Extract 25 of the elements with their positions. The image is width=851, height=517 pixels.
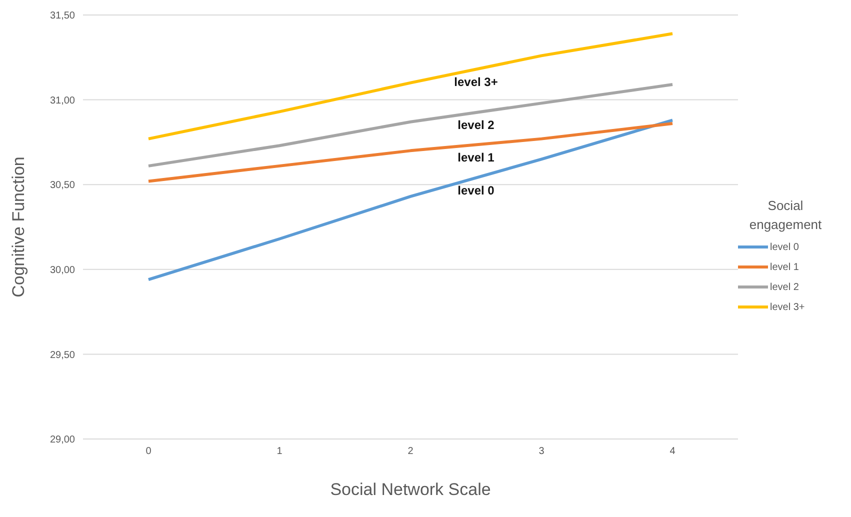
annotation: level 2 [458, 118, 495, 132]
legend-label: level 2 [770, 282, 799, 292]
y-tick-label: 30,50 [50, 180, 76, 192]
y-axis-title: Cognitive Function [9, 156, 28, 298]
legend-title: Social engagement [748, 196, 823, 234]
x-axis-title: Social Network Scale [330, 480, 491, 499]
x-tick-label: 4 [670, 446, 676, 458]
y-tick-label: 31,50 [50, 10, 76, 22]
y-tick-label: 29,00 [50, 434, 76, 446]
legend-label: level 3+ [770, 302, 805, 312]
legend-label: level 1 [770, 262, 799, 272]
x-tick-label: 1 [276, 446, 283, 458]
y-tick-label: 29,50 [50, 350, 76, 361]
annotation: level 1 [458, 150, 495, 164]
y-tick-label: 31,00 [50, 95, 76, 106]
x-tick-label: 3 [538, 446, 545, 458]
annotation: level 0 [458, 183, 495, 198]
legend-label: level 0 [770, 242, 799, 252]
annotation: level 3+ [454, 74, 498, 89]
x-tick-label: 0 [146, 446, 152, 458]
line-series [147, 32, 674, 140]
line-series [147, 122, 674, 183]
line-series [147, 118, 674, 282]
x-tick-label: 2 [408, 446, 414, 458]
y-tick-label: 30,00 [50, 264, 76, 276]
